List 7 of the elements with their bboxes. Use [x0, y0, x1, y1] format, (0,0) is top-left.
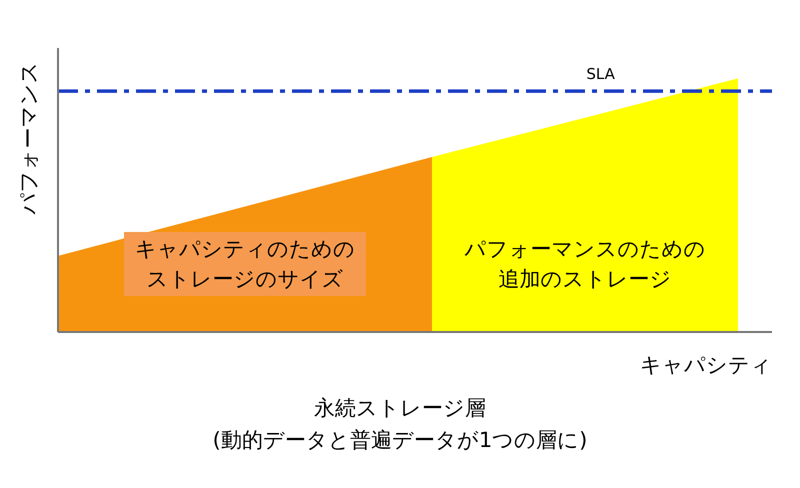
- x-axis-title: キャパシティ: [640, 353, 772, 377]
- ref-line-label: SLA: [586, 65, 616, 84]
- text: (動的データと普遍データが1つの層に): [212, 427, 588, 454]
- text: 永続ストレージ層: [313, 395, 487, 422]
- series-label: パフォーマンスのための追加のストレージ: [464, 236, 706, 293]
- series-label: キャパシティのためのストレージのサイズ: [124, 232, 366, 296]
- y-axis-title: パフォーマンス: [16, 62, 41, 216]
